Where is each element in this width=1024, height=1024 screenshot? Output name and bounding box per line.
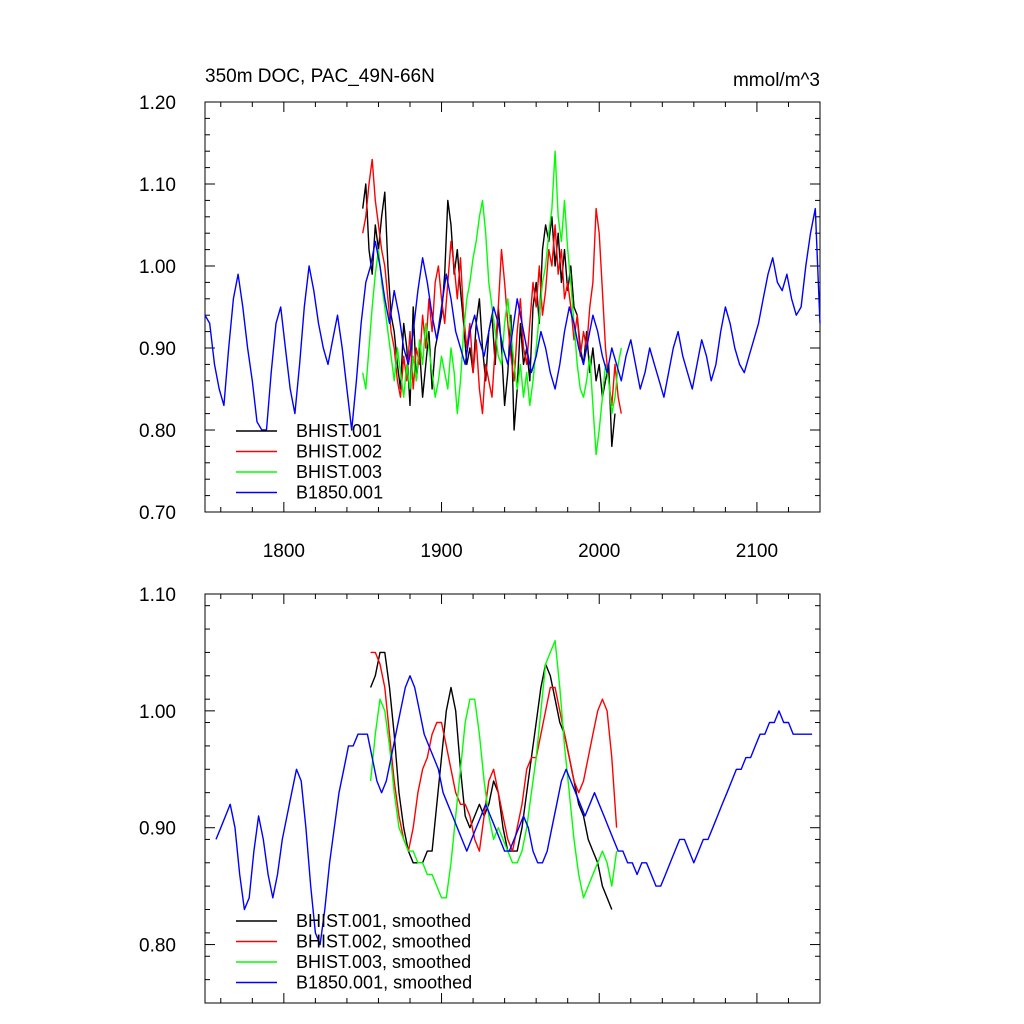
series-line-bhist-003-smoothed: [369, 640, 618, 899]
plot-frame: [204, 593, 821, 1004]
y-tick-label: 1.10: [139, 175, 176, 196]
chart-title: 350m DOC, PAC_49N-66N: [205, 66, 435, 87]
legend-label: B1850.001, smoothed: [296, 973, 472, 993]
y-tick-label: 1.00: [139, 257, 176, 278]
x-tick-label: 1800: [263, 541, 305, 562]
y-tick-label: 1.00: [139, 702, 176, 723]
y-tick-label: 0.80: [139, 421, 176, 442]
x-tick-label: 2000: [578, 541, 620, 562]
y-tick-label: 0.80: [139, 936, 176, 957]
legend-label: BHIST.002, smoothed: [296, 932, 471, 952]
y-tick-label: 1.10: [139, 585, 176, 606]
y-tick-label: 0.90: [139, 339, 176, 360]
series-line-bhist-003: [362, 150, 622, 456]
units-label: mmol/m^3: [733, 70, 820, 91]
series-line-b1850-001-smoothed: [215, 675, 813, 946]
x-tick-label: 1900: [420, 541, 462, 562]
legend-label: BHIST.003: [296, 462, 382, 482]
y-tick-label: 0.90: [139, 819, 176, 840]
legend-label: BHIST.003, smoothed: [296, 952, 471, 972]
legend-label: BHIST.001, smoothed: [296, 911, 471, 931]
legend-label: B1850.001: [296, 483, 383, 503]
x-tick-label: 2100: [736, 541, 778, 562]
legend-label: BHIST.001: [296, 421, 382, 441]
legend-label: BHIST.002: [296, 442, 382, 462]
series-line-b1850-001: [204, 207, 821, 431]
y-tick-label: 0.70: [139, 503, 176, 524]
series-line-bhist-002-smoothed: [370, 651, 618, 852]
y-tick-label: 1.20: [139, 93, 176, 114]
series-line-bhist-001-smoothed: [369, 651, 613, 910]
top-panel: 0.70 0.80 0.90 1.00 1.10 1.20 1800 1900 2000 2100…: [139, 93, 821, 562]
